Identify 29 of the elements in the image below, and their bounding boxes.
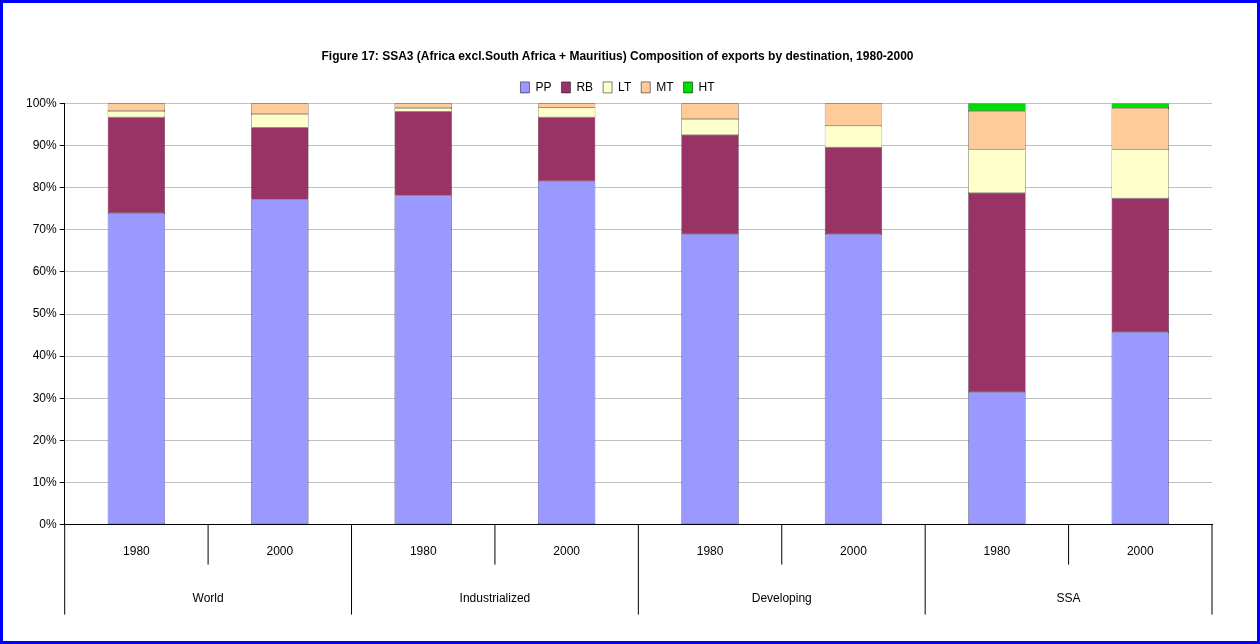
text: Developing bbox=[751, 590, 812, 605]
text: Industrialized bbox=[459, 590, 531, 605]
y-tick-label: 20% bbox=[32, 432, 58, 447]
y-tick-label: 70% bbox=[32, 222, 58, 237]
chart-title: Figure 17: SSA3 (Africa excl.South Africa + Mauritius) Composition of exports by destination, 1980-2000 bbox=[321, 48, 914, 63]
legend-label: MT bbox=[656, 79, 675, 94]
y-tick-label: 40% bbox=[32, 348, 58, 363]
x-tick-label: 2000 bbox=[840, 544, 868, 559]
x-tick-label: 1980 bbox=[409, 544, 437, 559]
x-tick-label: 2000 bbox=[1126, 544, 1154, 559]
x-tick-label: 1980 bbox=[696, 544, 724, 559]
x-tick-label: 2000 bbox=[266, 544, 294, 559]
y-tick-label: 30% bbox=[32, 390, 58, 405]
text: SSA bbox=[1056, 590, 1081, 605]
legend-label: RB bbox=[576, 79, 594, 94]
y-tick-label: 90% bbox=[32, 137, 58, 152]
legend-label: HT bbox=[698, 79, 716, 94]
legend-label: LT bbox=[618, 79, 632, 94]
legend-label: PP bbox=[535, 79, 552, 94]
text: World bbox=[192, 590, 224, 605]
y-tick-label: 0% bbox=[39, 516, 58, 531]
x-tick-label: 1980 bbox=[123, 544, 151, 559]
y-tick-label: 50% bbox=[32, 306, 58, 321]
y-tick-label: 80% bbox=[32, 179, 58, 194]
x-tick-label: 2000 bbox=[553, 544, 581, 559]
y-tick-label: 10% bbox=[32, 474, 58, 489]
x-tick-label: 1980 bbox=[983, 544, 1011, 559]
y-tick-label: 100% bbox=[25, 95, 58, 110]
y-tick-label: 60% bbox=[32, 264, 58, 279]
